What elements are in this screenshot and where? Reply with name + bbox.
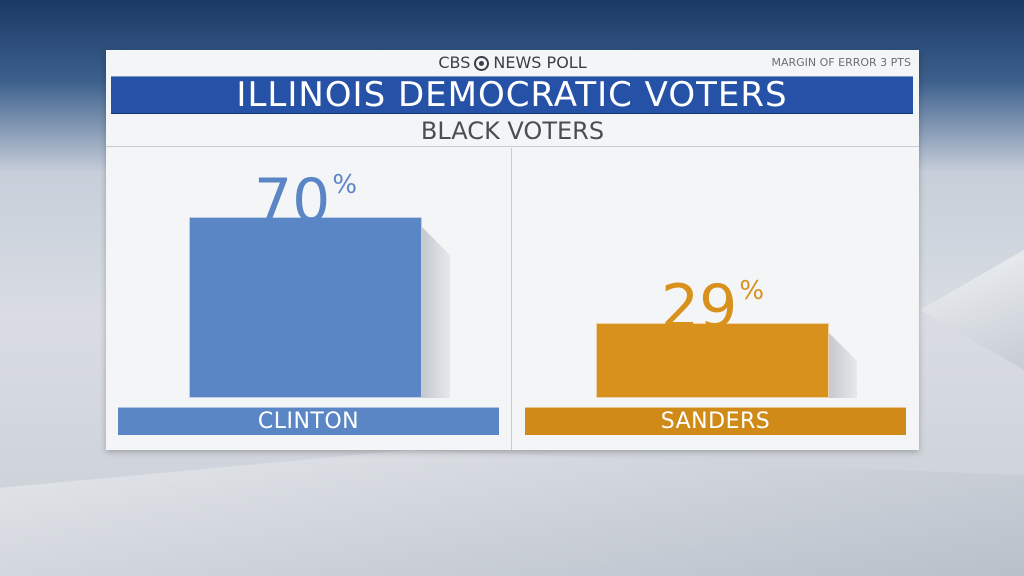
value-label-clinton: 70% — [189, 155, 422, 231]
cbs-eye-icon — [474, 56, 490, 71]
chart-subtitle: BLACK VOTERS — [106, 116, 919, 147]
value-unit-clinton: % — [332, 170, 358, 200]
bar-sanders — [596, 323, 829, 398]
category-label-clinton: CLINTON — [118, 407, 499, 435]
value-label-sanders: 29% — [596, 261, 829, 337]
bar-shadow-sanders — [829, 333, 857, 398]
panel-divider — [511, 148, 512, 450]
background-facet — [920, 250, 1024, 370]
bar-shadow-clinton — [422, 227, 450, 398]
margin-of-error: MARGIN OF ERROR 3 PTS — [771, 56, 912, 69]
value-number-sanders: 29 — [660, 272, 738, 342]
value-number-clinton: 70 — [253, 166, 331, 236]
bar-clinton — [189, 217, 422, 398]
background-facet — [0, 450, 1024, 576]
brand-news-poll: NEWS POLL — [493, 53, 587, 72]
value-unit-sanders: % — [739, 276, 765, 306]
poll-card: CBS NEWS POLL MARGIN OF ERROR 3 PTS ILLIN… — [106, 50, 919, 450]
chart-title: ILLINOIS DEMOCRATIC VOTERS — [111, 76, 913, 114]
poll-header: CBS NEWS POLL — [106, 52, 919, 74]
category-label-sanders: SANDERS — [525, 407, 906, 435]
brand-cbs: CBS — [438, 53, 471, 72]
